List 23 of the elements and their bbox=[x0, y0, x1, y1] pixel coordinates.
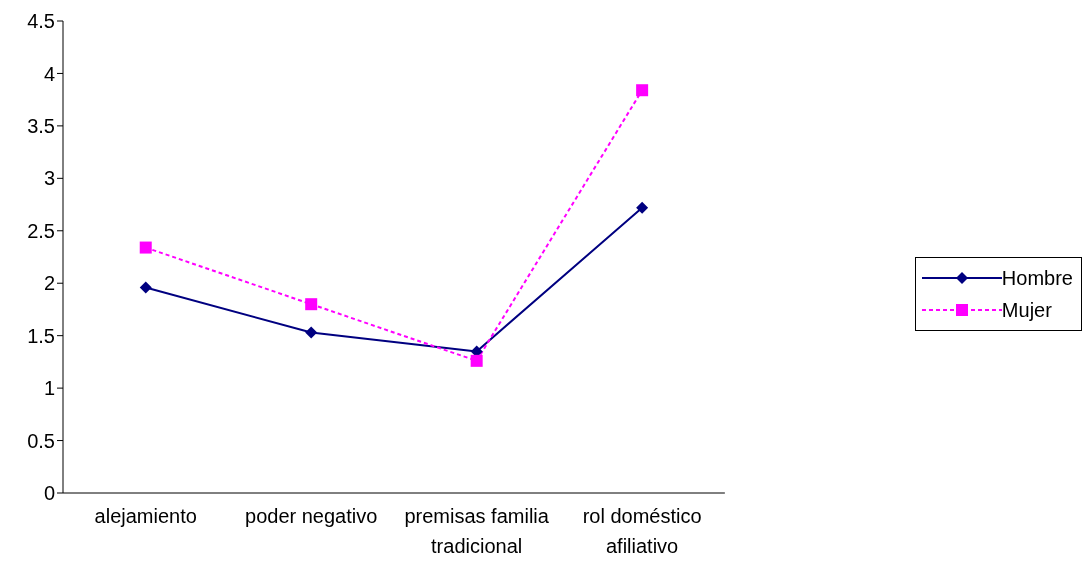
point bbox=[305, 326, 318, 339]
point bbox=[470, 354, 483, 367]
point bbox=[139, 281, 152, 294]
x-tick-label: alejamiento bbox=[94, 505, 197, 527]
y-tick-label: 2 bbox=[43, 272, 55, 295]
y-tick-label: 4 bbox=[43, 62, 55, 85]
legend-label: Hombre bbox=[1001, 266, 1074, 290]
point bbox=[139, 241, 152, 254]
y-tick-label: 1 bbox=[43, 377, 55, 400]
y-tick-label: 1.5 bbox=[27, 324, 55, 347]
x-tick-label: poder negativo bbox=[245, 505, 378, 527]
legend-label: Mujer bbox=[1001, 298, 1053, 322]
y-tick-label: 3.5 bbox=[27, 114, 55, 137]
y-tick-label: 0.5 bbox=[27, 429, 55, 452]
point bbox=[636, 201, 649, 214]
point bbox=[305, 298, 318, 311]
x-tick-label: premisas familia tradicional bbox=[404, 505, 550, 557]
y-tick-label: 0 bbox=[43, 482, 55, 505]
x-tick-label: rol doméstico afiliativo bbox=[582, 505, 702, 557]
point bbox=[636, 84, 649, 97]
y-tick-label: 4.5 bbox=[27, 10, 55, 33]
y-tick-label: 2.5 bbox=[27, 219, 55, 242]
y-tick-label: 3 bbox=[43, 167, 55, 190]
